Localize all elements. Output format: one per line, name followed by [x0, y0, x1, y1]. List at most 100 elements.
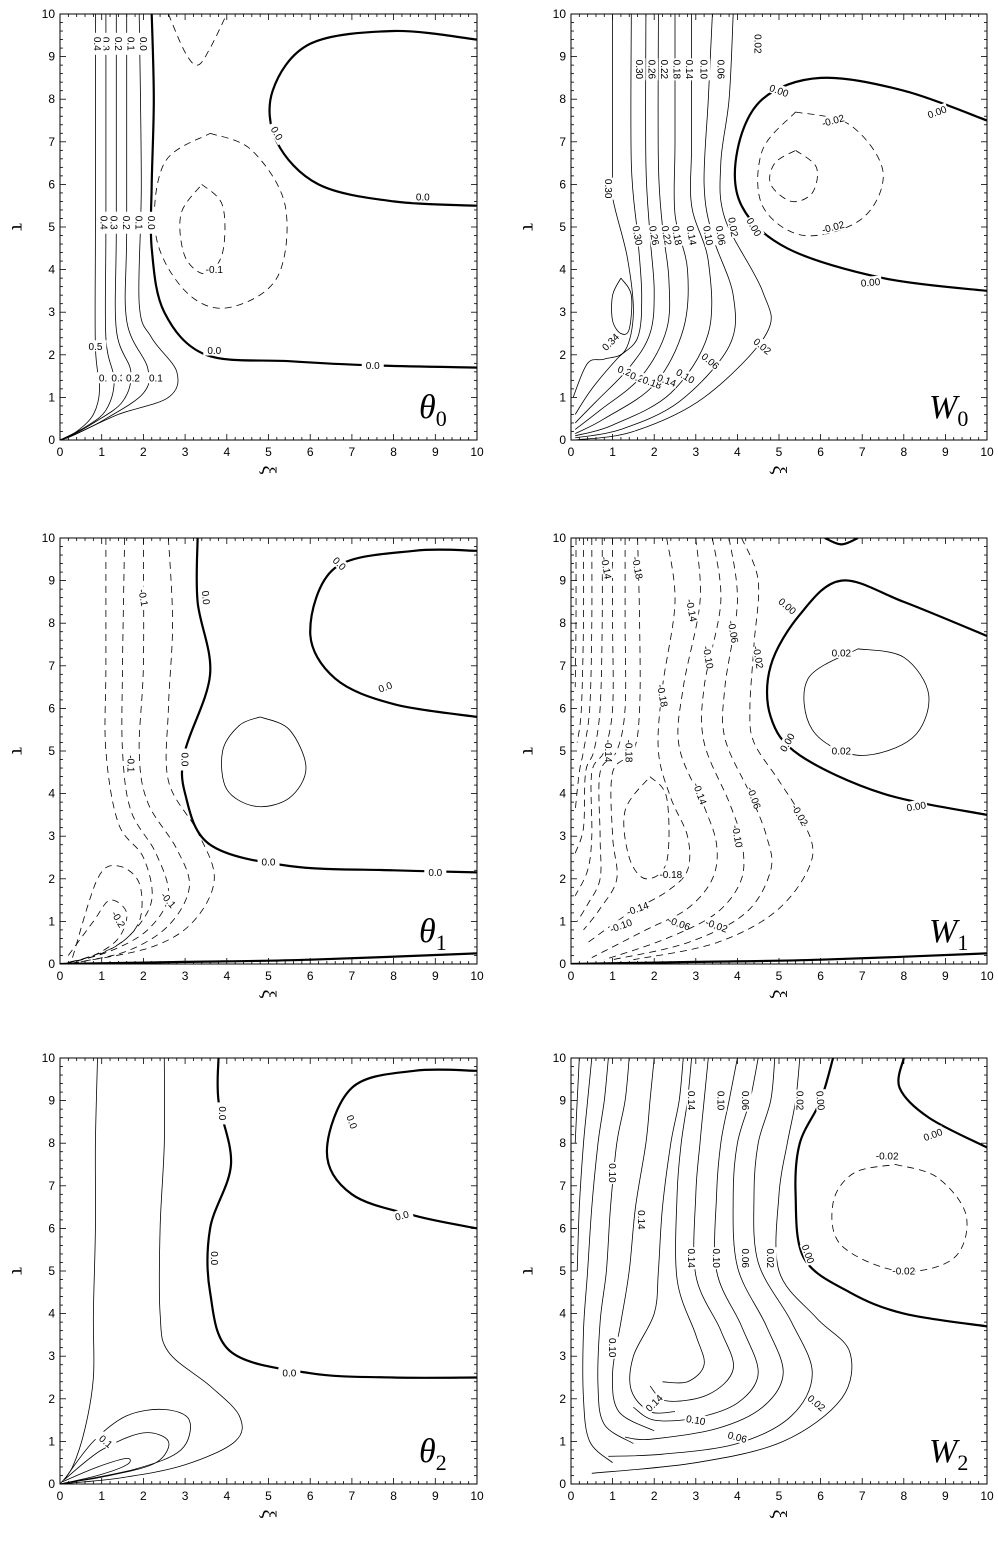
contour-label-bg — [753, 32, 765, 55]
contour-label: -0.02 — [876, 1151, 899, 1162]
contour-line-level-0_34 — [611, 277, 633, 335]
contour-label: 0.2 — [120, 216, 131, 230]
y-tick-label: 0 — [559, 1477, 566, 1491]
contour-label: -0.14 — [625, 900, 651, 918]
contour-label-bg — [715, 58, 727, 81]
contour-label: 0.14 — [685, 1248, 696, 1268]
x-tick-label: 9 — [942, 969, 949, 983]
x-tick-label: 10 — [470, 445, 484, 459]
contour-label-bg — [750, 334, 775, 358]
contour-label-bg — [94, 1429, 119, 1453]
contour-label-bg — [180, 748, 192, 771]
contour-label-bg — [424, 866, 447, 878]
x-tick-label: 3 — [182, 1489, 189, 1503]
contour-line-level-0_26 — [574, 14, 643, 415]
y-tick-label: 0 — [48, 433, 55, 447]
x-tick-label: 9 — [432, 445, 439, 459]
contour-label: 0.0 — [216, 1106, 227, 1120]
x-tick-label: 4 — [223, 1489, 230, 1503]
contour-line-level-0_06 — [597, 1058, 634, 1444]
contour-line-level-0_02 — [574, 1058, 580, 1144]
y-tick-label: 10 — [553, 7, 567, 21]
contour-label: 0.3 — [111, 374, 125, 385]
y-tick-label: 0 — [48, 957, 55, 971]
contour-line-level-0_1 — [575, 14, 713, 437]
contour-label-bg — [92, 32, 104, 55]
contour-label-bg — [699, 58, 711, 81]
y-tick-label: 1 — [48, 1434, 55, 1448]
contour-line-level-0_1 — [625, 1058, 784, 1441]
y-axis-label: τ — [518, 1267, 540, 1275]
contour-label-bg — [328, 551, 352, 575]
y-tick-label: 2 — [559, 1392, 566, 1406]
contour-label-bg — [924, 102, 950, 121]
contour-line-level-minus0_1 — [64, 538, 153, 964]
x-tick-label: 5 — [776, 969, 783, 983]
contour-label-bg — [144, 372, 167, 384]
plot-frame — [59, 1057, 478, 1485]
contour-label: 0.3 — [99, 37, 110, 51]
x-tick-label: 2 — [140, 445, 147, 459]
contour-line-level-0_1 — [60, 1058, 243, 1484]
contour-label: 0.06 — [714, 60, 725, 80]
y-tick-label: 9 — [559, 1094, 566, 1108]
contour-label-bg — [599, 555, 615, 580]
contour-label: -0.14 — [598, 556, 613, 581]
contour-label-bg — [686, 1089, 698, 1112]
x-axis-label: ξ — [768, 990, 790, 999]
contour-label: 0.14 — [644, 1393, 666, 1415]
contour-label-bg — [654, 370, 680, 389]
contour-panel-4: 0 1 2 3 4 5 6 7 8 9 10 0 1 2 3 4 5 6 7 8 9 10 ξ τ -0.14 -0.18 -0.1… — [518, 531, 994, 999]
contour-line-level-0_1 — [612, 1058, 655, 1432]
x-axis-label: ξ — [258, 466, 280, 475]
x-tick-label: 1 — [98, 969, 105, 983]
contour-line-level-0_1 — [60, 1058, 98, 1484]
contour-panel-6: 0 1 2 3 4 5 6 7 8 9 10 0 1 2 3 4 5 6 7 8 9 10 ξ τ 0.14 0.10 0.06 0.… — [518, 1051, 994, 1519]
panel-label: W0 — [929, 389, 968, 431]
contour-label: -0.18 — [659, 870, 682, 881]
contour-label-bg — [794, 1089, 806, 1112]
contour-line-level-0_02 — [803, 648, 930, 756]
contour-label: -0.1 — [124, 755, 135, 773]
contour-line-level-minus0_18 — [587, 538, 691, 944]
y-tick-label: 2 — [48, 348, 55, 362]
y-tick-label: 4 — [559, 263, 566, 277]
y-tick-label: 1 — [559, 390, 566, 404]
y-tick-label: 10 — [553, 1051, 567, 1065]
contour-label: -0.14 — [690, 781, 708, 807]
contour-label: -0.18 — [623, 740, 634, 763]
contour-label-bg — [776, 729, 798, 755]
contour-label-bg — [684, 598, 700, 623]
contour-label-bg — [389, 1206, 414, 1224]
y-tick-label: 9 — [48, 1094, 55, 1108]
contour-label-bg — [134, 211, 146, 234]
contour-label: 0.5 — [88, 342, 102, 353]
y-tick-label: 8 — [559, 92, 566, 106]
contour-label-bg — [740, 1089, 752, 1112]
x-tick-label: 6 — [817, 969, 824, 983]
y-tick-label: 6 — [48, 177, 55, 191]
contour-label: 0.26 — [646, 225, 660, 247]
contour-label-bg — [121, 372, 144, 384]
contour-label: 0.26 — [646, 60, 657, 80]
contour-line-level-0_02 — [582, 1058, 613, 1464]
contour-label: 0.0 — [343, 1114, 358, 1131]
contour-label-bg — [647, 58, 659, 81]
contour-label: 0.02 — [752, 34, 763, 54]
contour-label-bg — [121, 211, 133, 234]
contour-label: 0.0 — [394, 1209, 411, 1223]
contour-label: 0.02 — [832, 747, 852, 758]
contour-line-level-0_2 — [60, 14, 150, 440]
y-tick-label: 4 — [48, 787, 55, 801]
x-tick-label: 3 — [692, 445, 699, 459]
contour-label-bg — [904, 798, 928, 814]
x-tick-label: 1 — [98, 445, 105, 459]
contour-line-level-minus0_1 — [604, 538, 745, 961]
contour-label-bg — [686, 1247, 698, 1270]
contour-label-bg — [684, 1412, 708, 1427]
x-tick-label: 3 — [692, 1489, 699, 1503]
contour-line-level-0_3 — [60, 14, 132, 440]
contour-label: 0.00 — [906, 800, 928, 814]
y-tick-label: 1 — [559, 914, 566, 928]
contour-label-bg — [701, 223, 717, 248]
